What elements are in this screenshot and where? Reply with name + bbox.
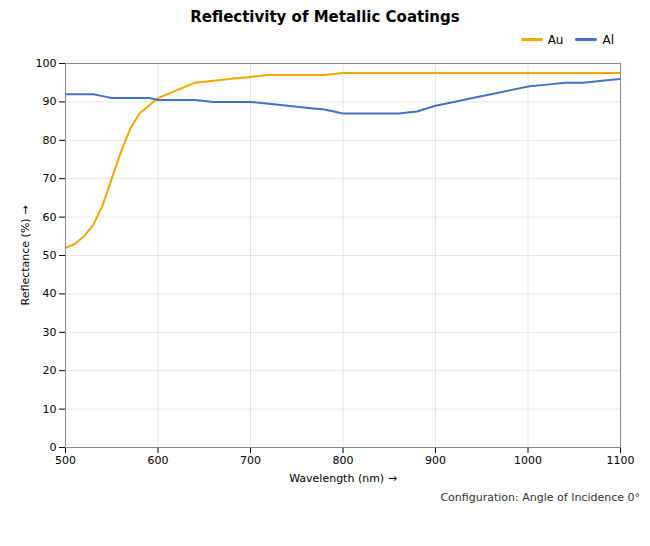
svg-text:800: 800 — [333, 454, 354, 467]
html-text:Configuration: Angle of Incide: Configuration: Angle of Incidence 0° — [440, 490, 640, 504]
svg-text:Wavelength (nm) →: Wavelength (nm) → — [289, 471, 397, 484]
svg-text:600: 600 — [148, 454, 169, 467]
svg-text:700: 700 — [240, 454, 261, 467]
svg-text:900: 900 — [425, 454, 446, 467]
svg-text:90: 90 — [43, 95, 57, 108]
html-text:Al: Al — [602, 32, 614, 47]
svg-text:70: 70 — [43, 172, 57, 185]
svg-text:80: 80 — [43, 133, 57, 146]
html-text:Reflectivity of Metallic Coati: Reflectivity of Metallic Coatings — [190, 8, 460, 26]
svg-text:500: 500 — [55, 454, 76, 467]
svg-text:0: 0 — [50, 441, 57, 454]
svg-text:20: 20 — [43, 364, 57, 377]
svg-text:30: 30 — [43, 325, 57, 338]
html-text:Au: Au — [547, 32, 564, 47]
svg-text:Reflectance (%) →: Reflectance (%) → — [19, 205, 32, 305]
svg-text:1000: 1000 — [514, 454, 542, 467]
svg-text:10: 10 — [43, 402, 57, 415]
svg-text:60: 60 — [43, 210, 57, 223]
svg-text:1100: 1100 — [607, 454, 635, 467]
svg-text:50: 50 — [43, 249, 57, 262]
svg-text:100: 100 — [36, 57, 57, 70]
svg-text:40: 40 — [43, 287, 57, 300]
